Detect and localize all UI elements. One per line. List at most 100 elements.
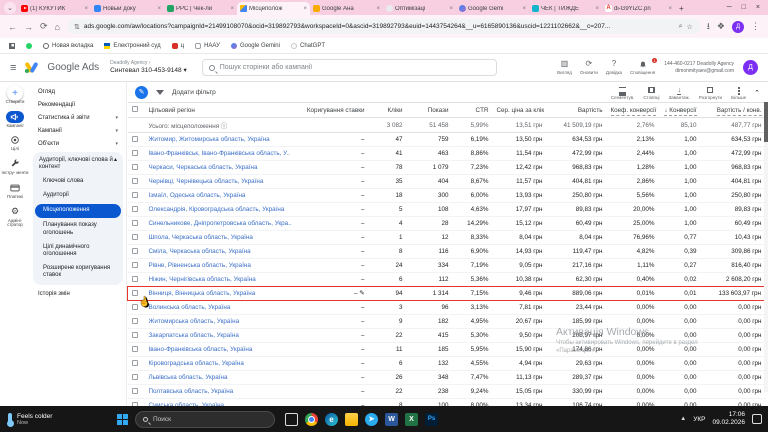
- row-checkbox[interactable]: [128, 189, 145, 203]
- reload-button[interactable]: ⟳: [40, 21, 48, 31]
- account-picker[interactable]: Deadolly Agency › Синтевал 310-453-9148 …: [110, 60, 187, 74]
- browser-profile-avatar[interactable]: Д: [732, 20, 744, 33]
- tab-close-icon[interactable]: ×: [522, 5, 526, 12]
- nav-group-header[interactable]: Аудиторії, ключові слова й контент ▴: [39, 157, 117, 171]
- row-checkbox[interactable]: [128, 329, 145, 343]
- collapse-chevron-icon[interactable]: ⌃: [754, 89, 760, 97]
- region-link[interactable]: Житомир, Житомирська область, Україна: [148, 136, 270, 143]
- downloads-icon[interactable]: ⭳: [706, 20, 710, 31]
- bid-adjustment-cell[interactable]: –: [360, 220, 365, 227]
- header-select-all[interactable]: [127, 102, 145, 118]
- bid-adjustment-cell[interactable]: –: [360, 346, 365, 353]
- bid-adjustment-cell[interactable]: –: [360, 374, 365, 381]
- row-checkbox[interactable]: [128, 175, 145, 189]
- row-checkbox[interactable]: [128, 203, 145, 217]
- site-settings-icon[interactable]: ⇅: [73, 23, 80, 31]
- region-link[interactable]: Шпола, Черкаська область, Україна: [148, 234, 253, 241]
- forward-button[interactable]: →: [24, 21, 33, 32]
- table-scrollbar[interactable]: [764, 102, 768, 392]
- column-header[interactable]: Вартість / конв.: [700, 102, 766, 118]
- task-view-icon[interactable]: [285, 412, 298, 426]
- nav-subitem[interactable]: Розширене коригування ставок: [43, 265, 111, 279]
- nav-item[interactable]: Рекомендації: [38, 101, 76, 108]
- weather-widget[interactable]: Feels colder Now: [0, 413, 110, 427]
- filter-funnel-icon[interactable]: [156, 89, 164, 95]
- nav-item[interactable]: Об'єкти ▾: [38, 140, 118, 147]
- columns-toolbar-button[interactable]: Стовпці: [643, 86, 660, 100]
- row-checkbox[interactable]: [128, 385, 145, 399]
- menu-hamburger-icon[interactable]: ≡: [10, 61, 17, 74]
- row-checkbox[interactable]: [128, 371, 145, 385]
- row-checkbox[interactable]: [128, 133, 145, 147]
- column-header[interactable]: Вартість: [546, 102, 607, 118]
- back-button[interactable]: ←: [8, 21, 17, 32]
- browser-tab[interactable]: Оптимізаці ×: [383, 2, 456, 15]
- region-link[interactable]: Волинська область, Україна: [148, 304, 231, 311]
- row-checkbox[interactable]: [128, 399, 145, 406]
- column-header[interactable]: Покази: [406, 102, 453, 118]
- browser-tab[interactable]: Місцеполож ×: [237, 2, 310, 15]
- tab-close-icon[interactable]: ×: [595, 5, 599, 12]
- region-link[interactable]: Львівська область, Україна: [148, 374, 228, 381]
- address-bar[interactable]: ⇅ ads.google.com/aw/locations?campaignId…: [66, 19, 700, 34]
- row-checkbox[interactable]: [128, 217, 145, 231]
- bookmark-item[interactable]: Новая вкладка: [43, 42, 93, 49]
- column-header[interactable]: Коеф. конверсії: [606, 102, 659, 118]
- browser-tab[interactable]: ЧЕК | ТИЖДЕ ×: [529, 2, 602, 15]
- zoom-page-icon[interactable]: ⌕: [678, 22, 683, 30]
- telegram-icon[interactable]: ➤: [365, 412, 378, 426]
- browser-tab[interactable]: di-G9YIZC.pn ×: [602, 2, 675, 15]
- edge-icon[interactable]: e: [325, 412, 338, 426]
- bid-adjustment-cell[interactable]: –: [360, 248, 365, 255]
- bid-adjustment-cell[interactable]: –: [360, 318, 365, 325]
- nav-subitem[interactable]: Планування показу оголошень: [43, 222, 97, 236]
- nav-subitem[interactable]: Аудиторії: [43, 192, 69, 199]
- row-checkbox[interactable]: [128, 245, 145, 259]
- column-header[interactable]: Кліки: [368, 102, 407, 118]
- window-minimize-button[interactable]: ─: [726, 4, 732, 11]
- bid-adjustment-cell[interactable]: –: [360, 178, 365, 185]
- add-filter-button[interactable]: Додати фільтр: [172, 88, 216, 96]
- bid-adjustment-cell[interactable]: –: [360, 304, 365, 311]
- region-link[interactable]: Закарпатська область, Україна: [148, 332, 239, 339]
- region-link[interactable]: Олександрія, Кіровоградська область, Укр…: [148, 206, 285, 213]
- row-checkbox[interactable]: [128, 301, 145, 315]
- rail-item-plus[interactable]: + Створити: [0, 85, 30, 105]
- user-avatar[interactable]: Д: [743, 60, 758, 75]
- region-link[interactable]: Чернівці, Чернівецька область, Україна: [148, 178, 264, 185]
- nav-subitem[interactable]: Ключові слова: [43, 177, 84, 184]
- row-checkbox[interactable]: [128, 273, 145, 287]
- bid-adjustment-cell[interactable]: –: [360, 206, 365, 213]
- rail-item-wrench[interactable]: Інстру- менти: [0, 158, 30, 176]
- search-input[interactable]: Пошук сторінки або кампанії: [201, 59, 497, 76]
- download-toolbar-button[interactable]: ↓ Завантаж.: [668, 86, 690, 100]
- rail-item-gear[interactable]: ⚙ Адміні- стратор: [0, 206, 30, 228]
- row-checkbox[interactable]: [128, 147, 145, 161]
- window-maximize-button[interactable]: □: [741, 4, 746, 11]
- bid-adjustment-cell[interactable]: –: [360, 402, 365, 406]
- notification-center-icon[interactable]: [752, 414, 762, 424]
- bid-adjustment-cell[interactable]: –: [360, 192, 365, 199]
- column-header[interactable]: CTR: [452, 102, 493, 118]
- region-link[interactable]: Сумська область, Україна: [148, 402, 225, 406]
- region-link[interactable]: Полтавська область, Україна: [148, 388, 234, 395]
- region-link[interactable]: Ізмаїл, Одеська область, Україна: [148, 192, 246, 199]
- row-checkbox[interactable]: [128, 231, 145, 245]
- tab-close-icon[interactable]: ×: [376, 5, 380, 12]
- tab-close-icon[interactable]: ×: [84, 5, 88, 12]
- bid-adjustment-cell[interactable]: – ✎: [296, 286, 369, 301]
- bid-adjustment-cell[interactable]: –: [360, 388, 365, 395]
- expand-toolbar-button[interactable]: Розгорнути: [699, 86, 722, 100]
- edit-pencil-button[interactable]: ✎: [135, 85, 148, 99]
- file-explorer-icon[interactable]: [345, 412, 358, 426]
- word-icon[interactable]: W: [385, 412, 398, 426]
- browser-tab[interactable]: Google Ана ×: [310, 2, 383, 15]
- row-checkbox[interactable]: [128, 357, 145, 371]
- region-link[interactable]: Івано-Франківська область, Україна: [148, 346, 253, 353]
- help-icon[interactable]: ? Довідка: [605, 59, 623, 76]
- region-link[interactable]: Черкаси, Черкаська область, Україна: [148, 164, 258, 171]
- region-link[interactable]: Рівне, Рівненська область, Україна: [148, 262, 251, 269]
- taskbar-search[interactable]: Поиск: [135, 410, 275, 428]
- region-link[interactable]: Івано-Франківськ, Івано-Франківська обла…: [148, 150, 290, 157]
- bid-adjustment-cell[interactable]: –: [360, 332, 365, 339]
